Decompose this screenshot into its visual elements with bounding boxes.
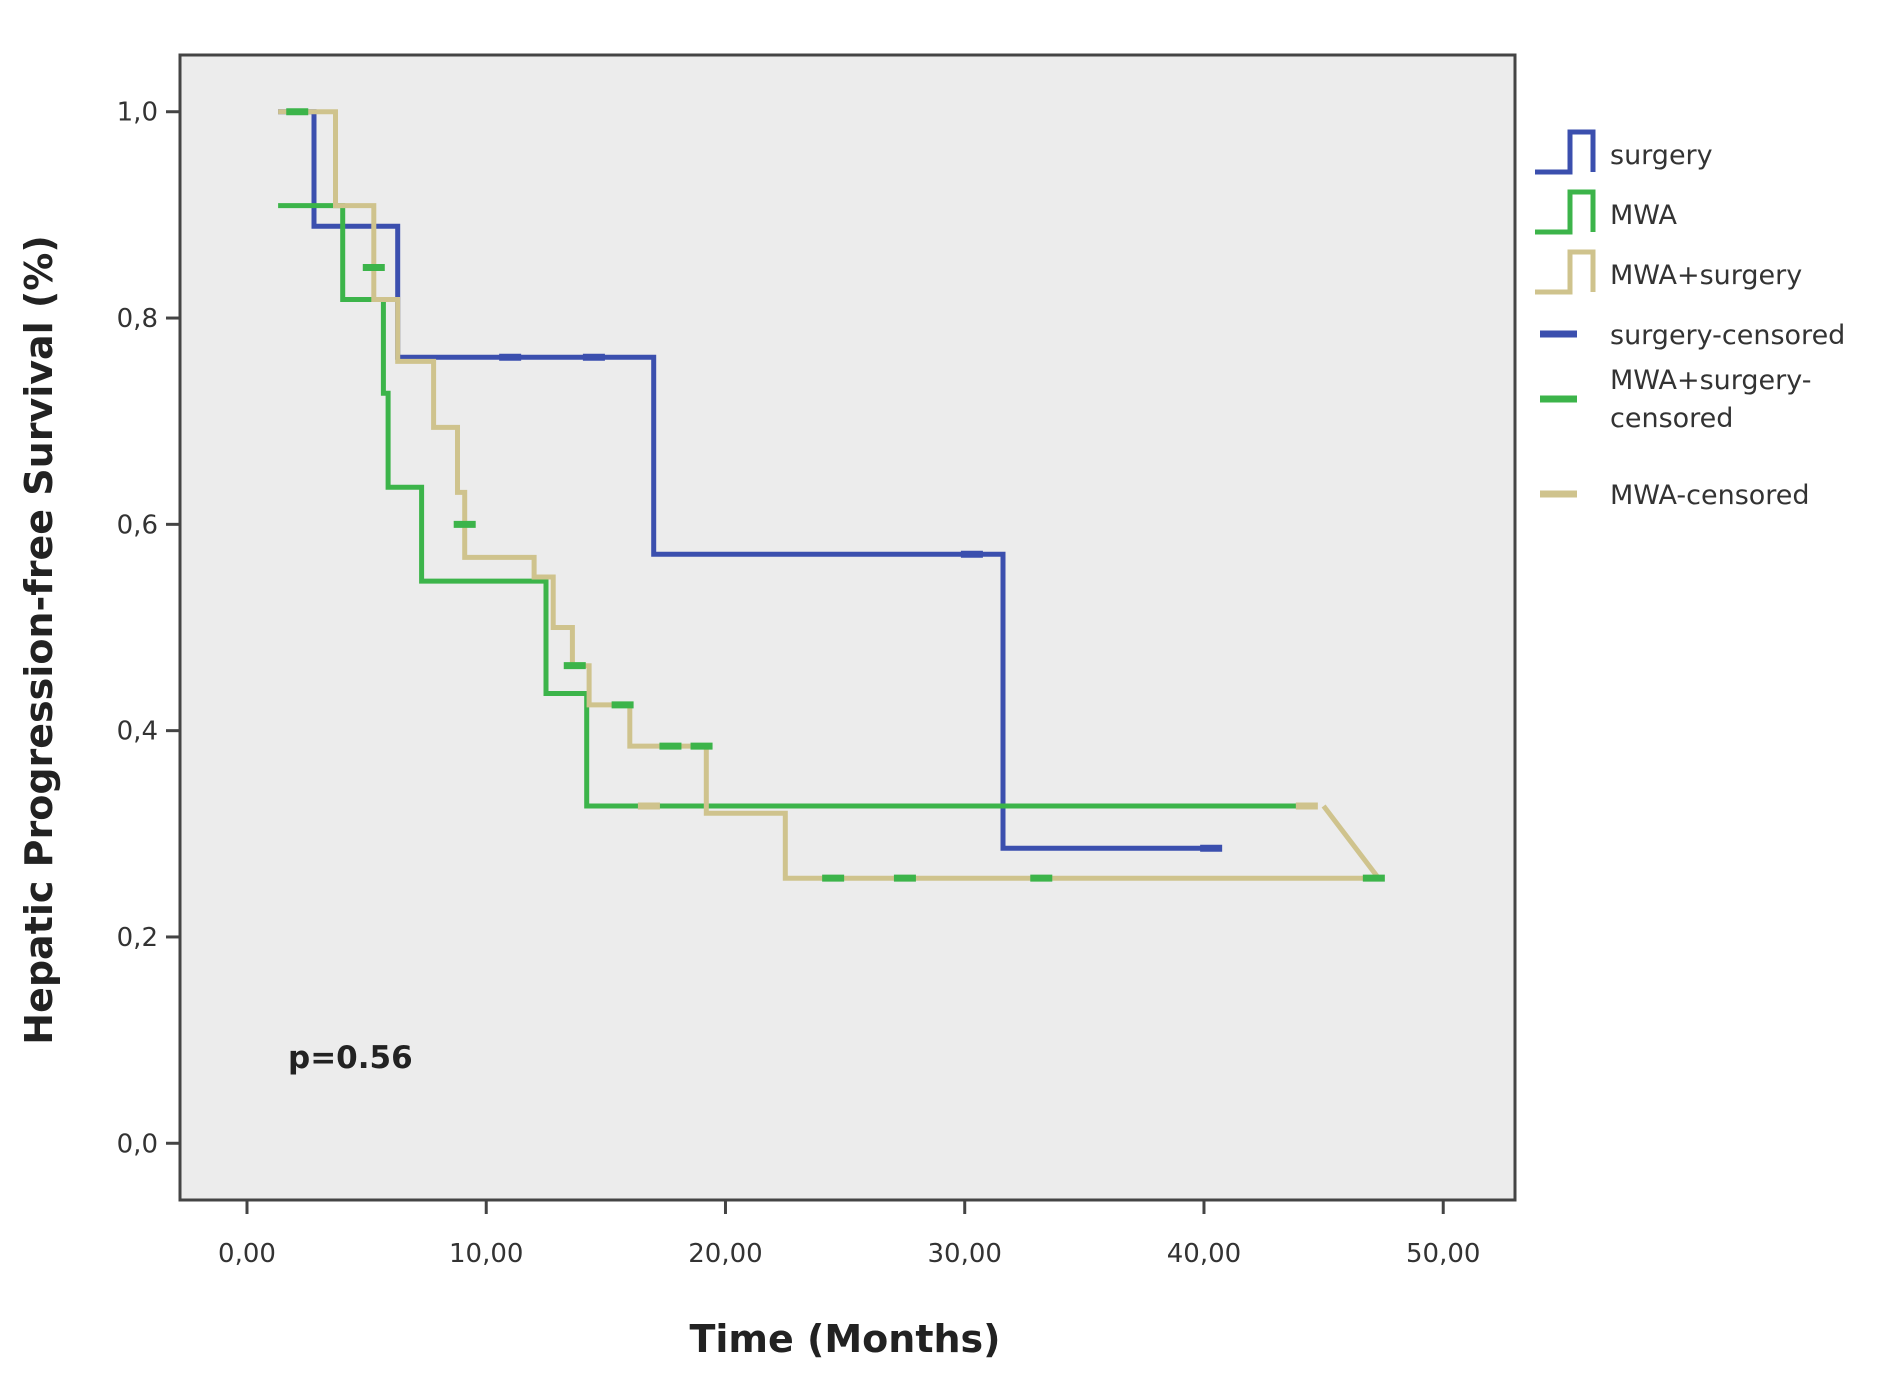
x-tick-label: 30,00 — [928, 1239, 1002, 1269]
legend-label: MWA+surgery-censored — [1610, 365, 1812, 434]
legend-label: MWA-censored — [1610, 480, 1810, 511]
plot-area — [178, 53, 1517, 1202]
legend-item-mwa-surgery: MWA+surgery — [1535, 249, 1802, 295]
x-tick-label: 50,00 — [1406, 1239, 1480, 1269]
legend-label: MWA+surgery — [1610, 260, 1802, 291]
legend-item-surgery-censored: surgery-censored — [1540, 320, 1845, 351]
legend-label: surgery — [1610, 140, 1713, 171]
x-tick-label: 0,00 — [218, 1239, 276, 1269]
p-value-annotation: p=0.56 — [288, 1040, 413, 1076]
series-line-mwa — [278, 203, 1307, 809]
legend: surgery MWA MWA+surgery surgery-censored MWA… — [1535, 129, 1845, 511]
axes: 0,0 0,2 0,4 0,6 0,8 1,0 0,00 10,00 20,00 30,00 40,… — [117, 98, 1481, 1269]
y-tick-label: 0,0 — [117, 1129, 158, 1159]
x-tick-label: 40,00 — [1167, 1239, 1241, 1269]
y-tick-label: 0,4 — [117, 717, 158, 747]
x-tick-label: 10,00 — [449, 1239, 523, 1269]
x-tick-label: 20,00 — [688, 1239, 762, 1269]
legend-item-mwa-surgery-censored: MWA+surgery-censored — [1540, 365, 1812, 434]
legend-item-mwa: MWA — [1535, 189, 1678, 235]
legend-label: surgery-censored — [1610, 320, 1845, 351]
y-tick-label: 1,0 — [117, 98, 158, 128]
y-tick-label: 0,8 — [117, 304, 158, 334]
legend-label: MWA — [1610, 200, 1678, 231]
series-line-surgery — [278, 109, 1216, 851]
legend-swatch — [1535, 189, 1596, 235]
censored-marks — [286, 108, 1385, 882]
legend-item-surgery: surgery — [1535, 129, 1713, 175]
y-axis-title: Hepatic Progression-free Survival (%) — [17, 235, 61, 1044]
legend-item-mwa-censored: MWA-censored — [1540, 480, 1810, 511]
legend-swatch — [1535, 129, 1596, 175]
plot-frame — [178, 53, 1517, 1202]
x-axis-title: Time (Months) — [689, 1317, 1000, 1361]
legend-swatch — [1535, 249, 1596, 295]
y-tick-label: 0,2 — [117, 923, 158, 953]
series-line-mwa-surgery — [278, 109, 1384, 881]
y-tick-label: 0,6 — [117, 510, 158, 540]
